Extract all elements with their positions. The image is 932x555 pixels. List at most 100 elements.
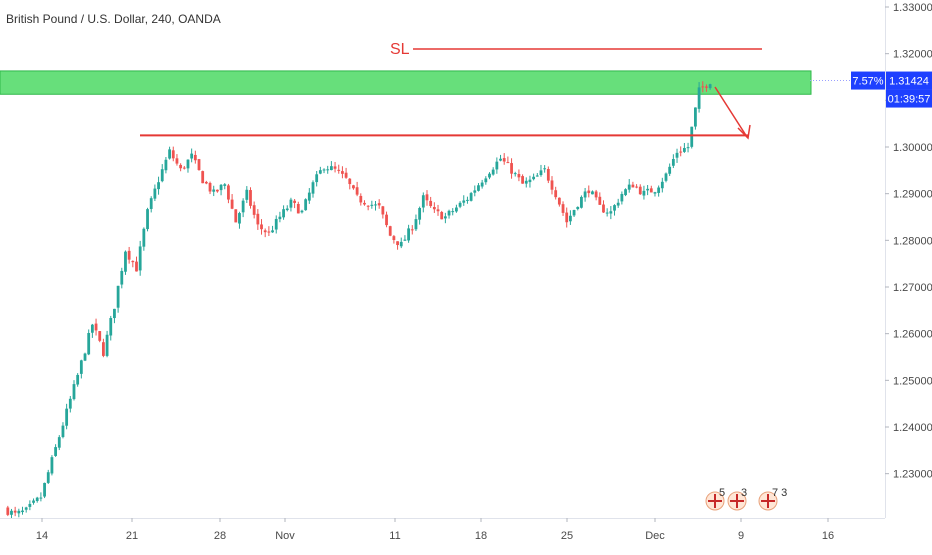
candle[interactable] [510,158,513,179]
candle[interactable] [304,198,308,211]
candle[interactable] [76,373,80,387]
candle[interactable] [388,225,392,237]
candle[interactable] [278,211,282,223]
candle[interactable] [271,225,274,233]
candle[interactable] [252,201,256,219]
candle[interactable] [311,180,315,198]
candle[interactable] [609,206,613,220]
candle[interactable] [660,177,664,193]
candle[interactable] [620,191,624,205]
candle[interactable] [451,208,455,216]
candle[interactable] [565,207,569,228]
candle[interactable] [583,187,587,202]
candle[interactable] [381,205,385,219]
candle[interactable] [186,159,190,173]
candle[interactable] [649,185,653,193]
candle[interactable] [326,165,330,174]
candle[interactable] [348,178,352,190]
candle[interactable] [473,185,477,197]
event-marker[interactable]: 3 [727,487,747,511]
candle[interactable] [429,196,433,208]
candle[interactable] [72,380,76,401]
candle[interactable] [296,201,300,214]
candle[interactable] [79,359,83,379]
candle[interactable] [480,179,484,189]
candle[interactable] [105,330,109,358]
candle[interactable] [68,395,72,413]
candle[interactable] [631,181,635,188]
candle[interactable] [557,197,561,207]
candle[interactable] [116,285,120,313]
candle[interactable] [535,173,539,177]
candle[interactable] [168,146,171,160]
candle[interactable] [616,198,620,208]
candle[interactable] [418,206,422,225]
candle[interactable] [447,209,451,219]
candle[interactable] [190,148,194,163]
candle[interactable] [57,435,61,451]
candle[interactable] [307,188,311,204]
candle[interactable] [285,205,289,212]
candle[interactable] [425,190,429,206]
time-axis[interactable]: 14 21 28 Nov 11 18 25 Dec 9 16 [36,518,834,542]
candle[interactable] [528,175,532,188]
candle[interactable] [35,496,39,503]
candle[interactable] [627,179,631,193]
candle[interactable] [21,506,24,515]
candle[interactable] [598,192,602,205]
candle[interactable] [65,403,69,430]
candle[interactable] [318,166,322,175]
candle[interactable] [443,212,447,224]
candle[interactable] [642,185,646,200]
event-marker[interactable]: 7 3 [758,487,787,511]
candle[interactable] [315,170,319,187]
candle[interactable] [329,161,333,171]
candle[interactable] [690,126,694,149]
candle[interactable] [142,227,146,251]
candle[interactable] [440,210,444,220]
candle[interactable] [385,211,388,228]
candle[interactable] [624,188,627,197]
candle[interactable] [138,240,142,276]
candle[interactable] [197,158,201,171]
candle[interactable] [263,228,267,238]
candle[interactable] [241,198,245,218]
candle[interactable] [491,167,495,176]
candle[interactable] [517,169,521,182]
candle[interactable] [175,154,179,166]
candle[interactable] [469,191,473,202]
candle[interactable] [701,81,705,93]
candle[interactable] [653,191,657,197]
candle[interactable] [90,323,94,338]
candle[interactable] [157,176,160,195]
candle[interactable] [153,184,157,202]
candle[interactable] [17,508,21,518]
candle[interactable] [293,199,297,209]
candle[interactable] [374,200,377,211]
candle[interactable] [576,206,580,211]
candle[interactable] [399,237,403,249]
candle[interactable] [686,142,690,153]
candle[interactable] [675,148,679,163]
candle[interactable] [333,161,337,173]
candle[interactable] [532,173,536,181]
candle[interactable] [28,500,32,511]
candle[interactable] [396,241,399,250]
candle[interactable] [352,184,355,190]
candle[interactable] [495,157,499,174]
candle[interactable] [234,209,238,223]
candle[interactable] [432,202,436,213]
candle[interactable] [705,84,708,92]
candle[interactable] [539,164,543,177]
candle[interactable] [403,235,407,241]
candle[interactable] [370,200,374,209]
candle[interactable] [671,154,675,169]
candle[interactable] [208,181,212,195]
candle[interactable] [149,196,153,213]
candle[interactable] [602,200,605,213]
candle[interactable] [499,154,502,162]
candle[interactable] [131,260,135,268]
candle[interactable] [179,163,183,172]
candle[interactable] [421,192,425,213]
